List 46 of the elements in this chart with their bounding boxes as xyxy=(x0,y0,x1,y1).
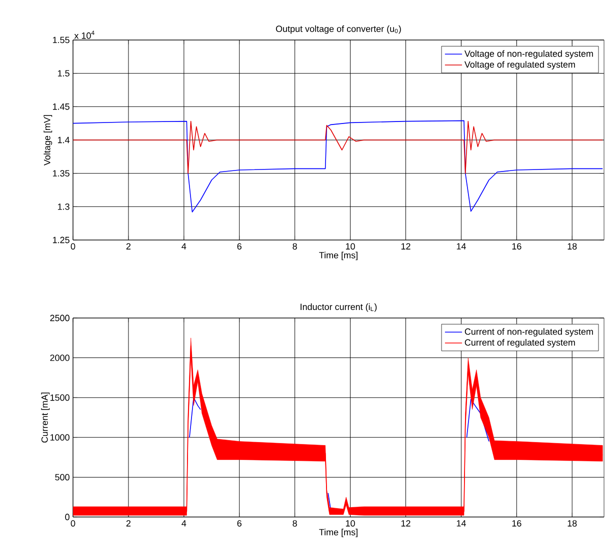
y-tick-label: 1.4 xyxy=(58,136,70,144)
x-tick-label: 16 xyxy=(512,243,522,250)
x-tick-label: 14 xyxy=(456,520,466,526)
legend-label: Voltage of non-regulated system xyxy=(464,50,593,59)
y-tick-label: 1500 xyxy=(50,394,70,401)
legend-label: Current of regulated system xyxy=(464,339,575,348)
x-axis-title: Time [ms] xyxy=(319,528,358,538)
y-tick-label: 1.5 xyxy=(58,70,70,76)
y-tick-label: 1.35 xyxy=(52,170,70,177)
x-tick-label: 12 xyxy=(401,520,410,526)
x-tick-label: 4 xyxy=(182,520,186,526)
y-tick-label: 1.45 xyxy=(52,104,70,110)
x-tick-label: 2 xyxy=(126,520,131,526)
line-series xyxy=(73,120,604,212)
y-tick-label: 2500 xyxy=(50,314,70,322)
text: x 10$^{4}$ xyxy=(74,30,94,39)
y-tick-label: 1.55 xyxy=(52,36,70,44)
x-tick-label: 12 xyxy=(401,243,410,250)
x-tick-label: 16 xyxy=(512,520,522,527)
x-tick-label: 2 xyxy=(126,243,131,250)
x-axis-title: Time [ms] xyxy=(319,252,358,260)
x-tick-label: 0 xyxy=(70,520,76,527)
chart-title: Output voltage of converter (u$_{0}$) xyxy=(276,25,401,34)
x-tick-label: 8 xyxy=(292,243,297,250)
x-tick-label: 14 xyxy=(456,243,466,250)
x-tick-label: 10 xyxy=(346,243,355,250)
y-tick-label: 0 xyxy=(65,514,70,520)
chart-title: Inductor current (i$_{L}$) xyxy=(300,303,377,312)
y-tick-label: 1.25 xyxy=(52,236,70,244)
x-tick-label: 4 xyxy=(182,243,186,250)
x-tick-label: 18 xyxy=(568,243,577,250)
legend-label: Voltage of regulated system xyxy=(464,61,575,70)
line-series xyxy=(73,120,604,174)
y-axis-title: Voltage [mV] xyxy=(44,115,52,166)
y-axis-title: Current [mA] xyxy=(41,392,50,443)
x-tick-label: 6 xyxy=(237,520,242,527)
x-tick-label: 18 xyxy=(568,520,577,527)
y-tick-label: 1000 xyxy=(50,434,70,441)
legend-label: Current of non-regulated system xyxy=(464,328,593,337)
x-tick-label: 8 xyxy=(292,520,297,527)
y-tick-label: 500 xyxy=(55,474,70,480)
y-tick-label: 2000 xyxy=(50,354,70,361)
y-tick-label: 1.3 xyxy=(58,203,70,210)
x-tick-label: 6 xyxy=(237,243,242,250)
x-tick-label: 10 xyxy=(346,520,355,527)
x-tick-label: 0 xyxy=(70,243,76,250)
